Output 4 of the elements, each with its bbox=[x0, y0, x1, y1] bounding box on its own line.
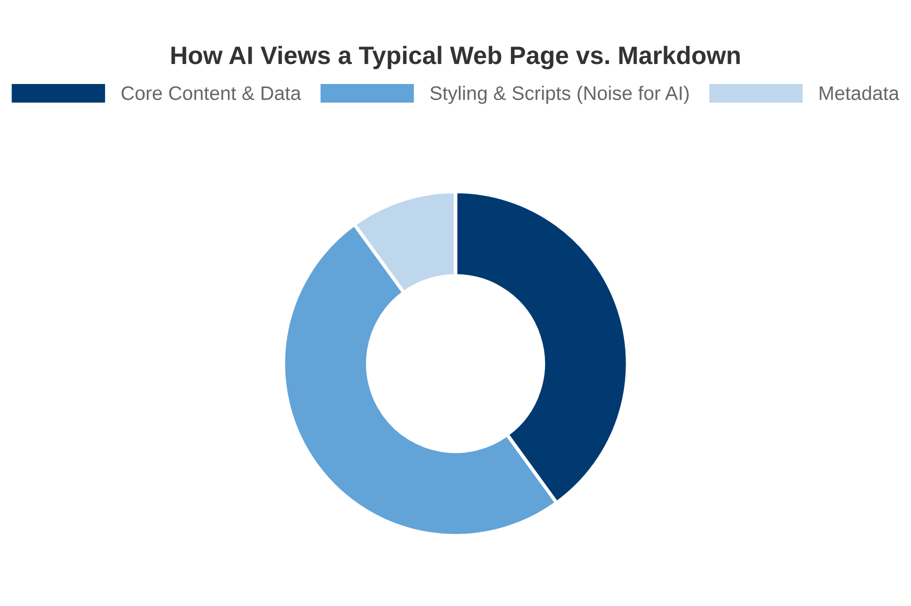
legend-label: Core Content & Data bbox=[122, 86, 302, 100]
chart-title: How AI Views a Typical Web Page vs. Markdown bbox=[171, 46, 740, 70]
legend-label: Metadata bbox=[820, 86, 900, 100]
legend-label: Styling & Scripts (Noise for AI) bbox=[430, 86, 689, 104]
